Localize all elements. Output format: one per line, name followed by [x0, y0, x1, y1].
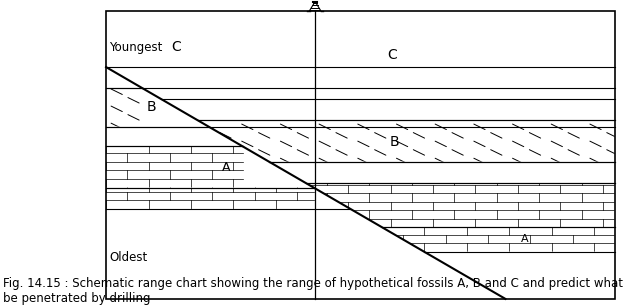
- Polygon shape: [106, 11, 615, 67]
- Polygon shape: [106, 188, 351, 209]
- Polygon shape: [106, 209, 505, 299]
- Text: B: B: [390, 135, 399, 149]
- Text: B: B: [147, 100, 156, 114]
- Text: C: C: [172, 40, 182, 54]
- Polygon shape: [106, 88, 208, 127]
- Bar: [106, 11, 615, 299]
- Polygon shape: [161, 99, 615, 120]
- Text: Oldest: Oldest: [109, 251, 147, 264]
- Text: Youngest: Youngest: [109, 41, 163, 54]
- Text: Fig. 14.15 : Schematic range chart showing the range of hypothetical fossils A, : Fig. 14.15 : Schematic range chart showi…: [3, 277, 624, 305]
- Text: C: C: [387, 48, 397, 62]
- Bar: [106, 11, 615, 299]
- Text: A: A: [222, 161, 230, 174]
- Polygon shape: [106, 146, 314, 188]
- Polygon shape: [269, 162, 615, 183]
- Polygon shape: [106, 127, 243, 146]
- Polygon shape: [382, 227, 615, 252]
- Polygon shape: [306, 183, 615, 227]
- Text: A: A: [521, 235, 529, 244]
- Polygon shape: [198, 120, 615, 162]
- Polygon shape: [106, 67, 143, 88]
